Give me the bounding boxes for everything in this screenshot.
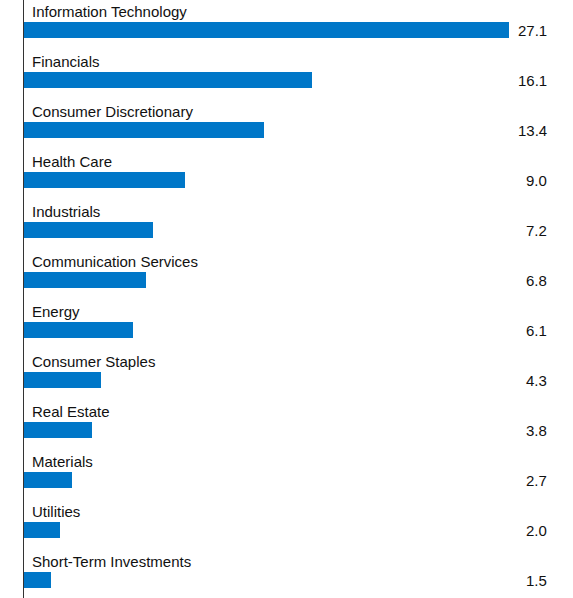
svg-text:3.8: 3.8 — [526, 422, 547, 439]
svg-text:2.0: 2.0 — [526, 522, 547, 539]
svg-text:Consumer Staples: Consumer Staples — [32, 353, 155, 370]
svg-text:13.4: 13.4 — [518, 122, 547, 139]
svg-text:16.1: 16.1 — [518, 72, 547, 89]
svg-text:Utilities: Utilities — [32, 503, 80, 520]
svg-text:Communication Services: Communication Services — [32, 253, 198, 270]
svg-text:Information Technology: Information Technology — [32, 3, 187, 20]
svg-text:6.8: 6.8 — [526, 272, 547, 289]
svg-text:Materials: Materials — [32, 453, 93, 470]
svg-text:27.1: 27.1 — [518, 22, 547, 39]
svg-text:1.5: 1.5 — [526, 572, 547, 589]
svg-text:9.0: 9.0 — [526, 172, 547, 189]
svg-text:7.2: 7.2 — [526, 222, 547, 239]
svg-text:Real Estate: Real Estate — [32, 403, 110, 420]
svg-text:4.3: 4.3 — [526, 372, 547, 389]
svg-text:Industrials: Industrials — [32, 203, 100, 220]
svg-text:6.1: 6.1 — [526, 322, 547, 339]
svg-text:Consumer Discretionary: Consumer Discretionary — [32, 103, 193, 120]
svg-text:Short-Term Investments: Short-Term Investments — [32, 553, 191, 570]
svg-text:2.7: 2.7 — [526, 472, 547, 489]
svg-text:Health Care: Health Care — [32, 153, 112, 170]
svg-text:Energy: Energy — [32, 303, 80, 320]
svg-text:Financials: Financials — [32, 53, 100, 70]
